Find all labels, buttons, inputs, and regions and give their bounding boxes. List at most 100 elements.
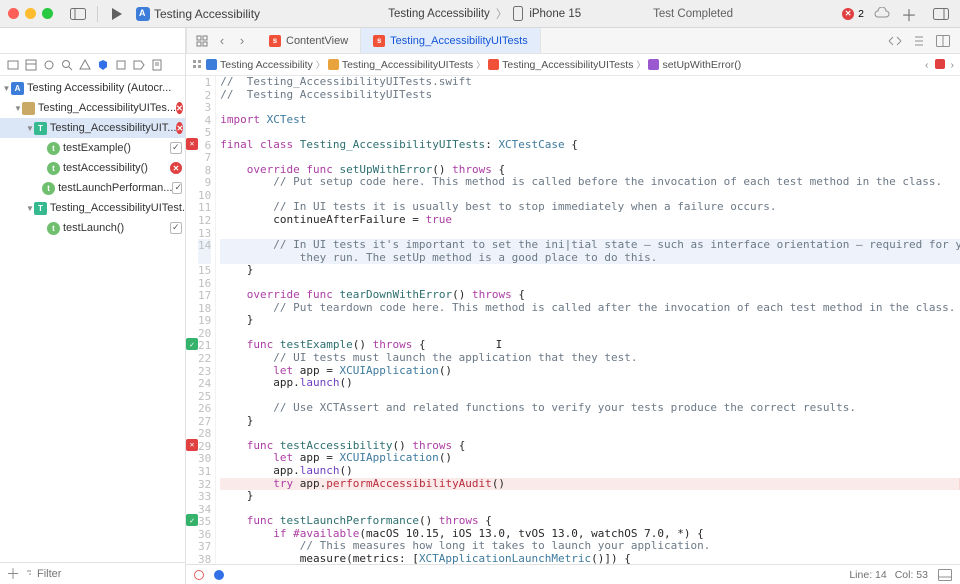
app-icon: A	[11, 82, 24, 95]
gutter-annotation	[186, 314, 198, 327]
panel-toggle-icon[interactable]	[938, 569, 952, 581]
code-line[interactable]: final class Testing_AccessibilityUITests…	[220, 139, 960, 152]
line-number: 25	[198, 390, 211, 403]
checkbox-icon[interactable]	[170, 222, 182, 234]
code-line[interactable]: }	[220, 490, 960, 503]
editor-tab[interactable]: sContentView	[257, 28, 361, 53]
scheme-app: Testing Accessibility	[388, 8, 490, 20]
nav-debug-icon[interactable]	[112, 56, 130, 74]
nav-item[interactable]: ttestLaunch()	[0, 218, 185, 238]
stop-recording-icon[interactable]	[194, 570, 204, 580]
library-icon[interactable]	[930, 5, 952, 23]
gutter-annotation	[186, 277, 198, 290]
filter-icon[interactable]	[26, 569, 31, 579]
minimize-icon[interactable]	[25, 8, 36, 19]
code-line[interactable]: continueAfterFailure = true	[220, 214, 960, 227]
code-line[interactable]: app.launch()	[220, 377, 960, 390]
editor-tab[interactable]: sTesting_AccessibilityUITests	[361, 28, 541, 53]
jb-project[interactable]: Testing Accessibility	[220, 59, 313, 71]
code-line[interactable]: try app.performAccessibilityAudit()2Cont…	[220, 478, 960, 491]
forward-icon[interactable]: ›	[233, 32, 251, 50]
nav-item-label: testAccessibility()	[63, 162, 148, 174]
code-line[interactable]: import XCTest	[220, 114, 960, 127]
fail-icon: ✕	[186, 138, 198, 150]
gutter-annotation	[186, 201, 198, 214]
authors-icon[interactable]	[886, 32, 904, 50]
nav-find-icon[interactable]	[58, 56, 76, 74]
code-line[interactable]: // UI tests must launch the application …	[220, 352, 960, 365]
class-icon: T	[34, 122, 47, 135]
code-line[interactable]: }	[220, 314, 960, 327]
nav-root[interactable]: ▼ A Testing Accessibility (Autocr...	[0, 78, 185, 98]
gutter-annotation: ✓	[186, 339, 198, 352]
cursor-line: Line: 14	[849, 569, 886, 581]
code-line[interactable]: they run. The setUp method is a good pla…	[220, 252, 960, 265]
nav-report-icon[interactable]	[148, 56, 166, 74]
code-line[interactable]	[220, 101, 960, 114]
build-status: Test Completed	[653, 8, 733, 20]
add-editor-icon[interactable]	[934, 32, 952, 50]
gutter-annotation	[186, 101, 198, 114]
breakpoint-toggle-icon[interactable]	[214, 570, 224, 580]
source-editor[interactable]: ✕✓✕✓ 12345678910111213141516171819202122…	[186, 76, 960, 564]
run-button[interactable]	[106, 5, 128, 23]
nav-symbol-icon[interactable]	[40, 56, 58, 74]
jb-group[interactable]: Testing_AccessibilityUITests	[342, 59, 473, 71]
nav-item[interactable]: ▼TTesting_AccessibilityUITest...✓	[0, 198, 185, 218]
nav-item[interactable]: ttestExample()	[0, 138, 185, 158]
line-number: 19	[198, 314, 211, 327]
gutter-annotation	[186, 452, 198, 465]
line-number: 5	[198, 126, 211, 139]
nav-item[interactable]: ▼TTesting_AccessibilityUIT...✕	[0, 118, 185, 138]
related-icon[interactable]	[192, 59, 203, 70]
swift-file-icon: s	[373, 35, 385, 47]
issue-icon[interactable]	[935, 59, 945, 69]
jb-file[interactable]: Testing_AccessibilityUITests	[502, 59, 633, 71]
back-icon[interactable]: ‹	[213, 32, 231, 50]
gutter-annotation: ✓	[186, 515, 198, 528]
prev-issue-icon[interactable]: ‹	[925, 59, 929, 71]
nav-test-icon[interactable]	[94, 56, 112, 74]
nav-project-icon[interactable]	[4, 56, 22, 74]
code-line[interactable]: }	[220, 415, 960, 428]
method-icon: t	[47, 222, 60, 235]
nav-item[interactable]: ttestLaunchPerforman...	[0, 178, 185, 198]
code-line[interactable]: measure(metrics: [XCTApplicationLaunchMe…	[220, 553, 960, 564]
filter-input[interactable]	[37, 568, 179, 580]
zoom-icon[interactable]	[42, 8, 53, 19]
code-line[interactable]: // Use XCTAssert and related functions t…	[220, 402, 960, 415]
gutter-annotation	[186, 365, 198, 378]
gutter-annotation	[186, 465, 198, 478]
code-line[interactable]: // Put setup code here. This method is c…	[220, 176, 960, 189]
add-icon[interactable]: ＋	[6, 564, 20, 584]
line-number: 35	[198, 515, 211, 528]
code-line[interactable]: // Put teardown code here. This method i…	[220, 302, 960, 315]
nav-issue-icon[interactable]	[76, 56, 94, 74]
line-number: 22	[198, 352, 211, 365]
nav-source-icon[interactable]	[22, 56, 40, 74]
related-items-icon[interactable]	[193, 32, 211, 50]
adjust-editor-icon[interactable]	[910, 32, 928, 50]
nav-breakpoint-icon[interactable]	[130, 56, 148, 74]
close-icon[interactable]	[8, 8, 19, 19]
scheme-target[interactable]: Testing Accessibility 〉 iPhone 15 Test C…	[268, 6, 834, 22]
sidebar-toggle-icon[interactable]	[67, 5, 89, 23]
add-icon[interactable]: ＋	[898, 5, 920, 23]
scheme-selector[interactable]: Testing Accessibility	[136, 7, 260, 21]
nav-item[interactable]: ▼Testing_AccessibilityUITes...✕	[0, 98, 185, 118]
next-issue-icon[interactable]: ›	[951, 59, 955, 71]
code-line[interactable]: }	[220, 264, 960, 277]
code-line[interactable]: // Testing AccessibilityUITests	[220, 89, 960, 102]
checkbox-icon[interactable]	[170, 142, 182, 154]
error-count[interactable]: ✕ 2	[842, 8, 864, 20]
pass-icon: ✓	[186, 338, 198, 350]
navigator-sidebar: ▼ A Testing Accessibility (Autocr... ▼Te…	[0, 28, 186, 584]
cloud-icon[interactable]	[874, 7, 888, 21]
gutter-annotation	[186, 164, 198, 177]
nav-item[interactable]: ttestAccessibility()✕	[0, 158, 185, 178]
line-number: 34	[198, 503, 211, 516]
jb-symbol[interactable]: setUpWithError()	[662, 59, 741, 71]
jump-bar[interactable]: Testing Accessibility 〉 Testing_Accessib…	[186, 54, 960, 76]
gutter-annotation: ✕	[186, 440, 198, 453]
checkbox-icon[interactable]	[172, 182, 182, 194]
